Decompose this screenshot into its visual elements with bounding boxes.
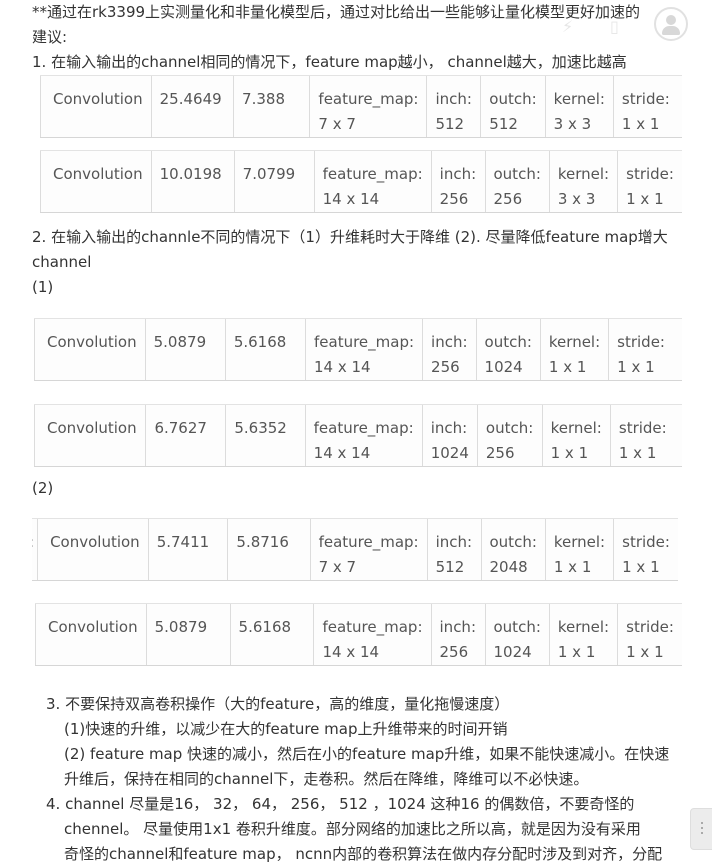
feature-map-cell: feature_map: 7 x 7: [309, 75, 427, 138]
feature-map-cell: feature_map: 14 x 14: [313, 150, 432, 213]
stride-cell: stride: 1 x 1: [613, 518, 678, 581]
inch-cell: inch: 512: [426, 75, 481, 138]
stride-cell: stride: 1 x 1: [608, 318, 682, 381]
kernel-cell: kernel: 1 x 1: [539, 318, 609, 381]
point-4-line-2: chennel。 尽量使用1x1 卷积升维度。部分网络的加速比之所以高，就是因为…: [64, 820, 641, 838]
stride-cell: stride: 1 x 1: [612, 75, 682, 138]
outch-cell: outch: 256: [476, 404, 543, 467]
user-avatar-icon[interactable]: [654, 7, 688, 41]
outch-cell: outch: 1024: [484, 603, 550, 666]
sub-heading-2: (2): [32, 479, 54, 497]
inch-cell: inch: 512: [426, 518, 481, 581]
kernel-cell: kernel: 1 x 1: [544, 518, 614, 581]
stride-cell: stride: 1 x 1: [609, 404, 682, 467]
inch-cell: inch: 256: [430, 150, 485, 213]
value-cell: 7.0799: [233, 150, 315, 213]
value-cell: 10.0198: [150, 150, 235, 213]
screenshot-table-5: : Convolution 5.7411 5.8716 feature_map:…: [32, 518, 682, 588]
outch-cell: outch: 256: [484, 150, 550, 213]
value-cell: 6.7627: [145, 404, 226, 467]
point-4-line-3: 奇怪的channel和feature map， ncnn内部的卷积算法在做内存分…: [64, 845, 663, 863]
outch-cell: outch: 512: [480, 75, 546, 138]
sub-heading-1: (1): [32, 278, 54, 296]
point-1: 1. 在输入输出的channel相同的情况下，feature map越小， ch…: [32, 53, 627, 71]
screenshot-table-1: Convolution 25.4649 7.388 feature_map: 7 …: [32, 75, 682, 147]
point-3-b-2: 升维后，保持在相同的channel下，走卷积。然后在降维，降维可以不必快速。: [64, 770, 589, 788]
kernel-cell: kernel: 1 x 1: [541, 404, 611, 467]
inch-cell: inch: 1024: [421, 404, 478, 467]
screenshot-table-3: Convolution 5.0879 5.6168 feature_map: 14…: [32, 318, 682, 388]
outch-cell: outch: 2048: [480, 518, 546, 581]
feature-map-cell: feature_map: 14 x 14: [304, 318, 423, 381]
op-cell: Convolution: [33, 404, 146, 467]
kernel-cell: kernel: 3 x 3: [544, 75, 614, 138]
point-3-a: (1)快速的升维，以减少在大的feature map上升维带来的时间开销: [64, 720, 508, 738]
value-cell: 5.6168: [224, 318, 306, 381]
feature-map-cell: feature_map: 14 x 14: [313, 603, 432, 666]
cut-cell: :: [32, 518, 38, 581]
value-cell: 7.388: [233, 75, 310, 138]
stride-cell: stride: 1 x 1: [617, 603, 682, 666]
point-2-line-2: channel: [32, 253, 92, 271]
value-cell: 5.6168: [229, 603, 314, 666]
op-cell: Convolution: [35, 603, 147, 666]
point-2-line-1: 2. 在输入输出的channle不同的情况下（1）升维耗时大于降维 (2). 尽…: [32, 228, 668, 246]
screenshot-table-4: Convolution 6.7627 5.6352 feature_map: 14…: [32, 404, 682, 474]
document-icon[interactable]: ▯: [610, 17, 619, 36]
intro-line-1: **通过在rk3399上实测量化和非量化模型后，通过对比给出一些能够让量化模型更…: [32, 3, 641, 21]
point-3: 3. 不要保持双高卷积操作（大的feature，高的维度，量化拖慢速度） (1)…: [46, 692, 682, 792]
op-cell: Convolution: [40, 150, 152, 213]
feature-map-cell: feature_map: 14 x 14: [304, 404, 423, 467]
op-cell: Convolution: [40, 75, 152, 138]
inch-cell: inch: 256: [430, 603, 485, 666]
value-cell: 5.7411: [147, 518, 228, 581]
lightning-icon[interactable]: ⚡: [562, 17, 574, 36]
screenshot-table-6: Convolution 5.0879 5.6168 feature_map: 14…: [32, 603, 682, 673]
intro-line-2: 建议:: [32, 28, 68, 46]
inch-cell: inch: 256: [422, 318, 477, 381]
value-cell: 5.6352: [225, 404, 306, 467]
screenshot-table-2: Convolution 10.0198 7.0799 feature_map: 1…: [32, 150, 682, 220]
value-cell: 5.0879: [145, 603, 231, 666]
op-cell: Convolution: [37, 518, 149, 581]
value-cell: 5.8716: [227, 518, 311, 581]
op-cell: Convolution: [34, 318, 146, 381]
kernel-cell: kernel: 1 x 1: [548, 603, 618, 666]
point-3-b-1: (2) feature map 快速的减小，然后在小的feature map升维…: [64, 745, 670, 763]
more-vertical-icon[interactable]: [690, 808, 712, 850]
kernel-cell: kernel: 3 x 3: [548, 150, 618, 213]
stride-cell: stride: 1 x 1: [617, 150, 682, 213]
value-cell: 5.0879: [144, 318, 226, 381]
point-3-title: 3. 不要保持双高卷积操作（大的feature，高的维度，量化拖慢速度）: [46, 695, 510, 713]
value-cell: 25.4649: [150, 75, 234, 138]
outch-cell: outch: 1024: [475, 318, 541, 381]
point-4: 4. channel 尽量是16， 32， 64， 256， 512 ，1024…: [46, 792, 682, 867]
point-4-line-1: 4. channel 尽量是16， 32， 64， 256， 512 ，1024…: [46, 795, 635, 813]
feature-map-cell: feature_map: 7 x 7: [309, 518, 428, 581]
